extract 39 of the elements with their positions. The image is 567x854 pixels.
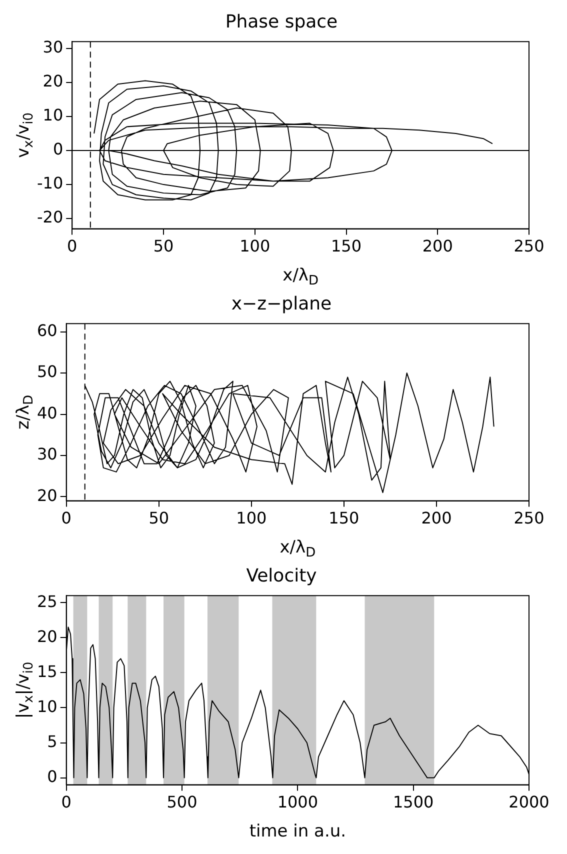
chart-title: x−z−plane: [231, 293, 332, 314]
y-tick-label: 15: [37, 662, 58, 681]
x-tick-label: 100: [236, 508, 267, 528]
x-tick-label: 50: [153, 236, 174, 256]
x-tick-label: 250: [514, 236, 544, 256]
x-tick-label: 100: [240, 236, 270, 256]
x-tick-label: 150: [330, 236, 362, 256]
x-tick-label: 500: [166, 792, 198, 812]
x-axis-title: time in a.u.: [249, 821, 346, 842]
y-tick-label: 20: [42, 72, 64, 91]
y-tick-label: 30: [42, 38, 64, 57]
y-tick-label: 5: [47, 732, 58, 751]
y-tick-label: 20: [37, 626, 58, 646]
x-tick-label: 50: [148, 508, 170, 528]
y-tick-label: 40: [37, 403, 58, 422]
x-tick-label: 200: [421, 508, 452, 528]
x-tick-label: 2000: [508, 792, 550, 812]
x-tick-label: 150: [328, 508, 360, 528]
y-tick-label: 20: [37, 486, 58, 505]
x-tick-label: 1000: [277, 792, 318, 812]
y-tick-label: 50: [37, 362, 58, 382]
chart-title: Velocity: [246, 565, 318, 586]
y-tick-label: -10: [36, 174, 64, 193]
y-tick-label: 0: [47, 766, 58, 786]
y-tick-label: 30: [37, 444, 58, 464]
x-tick-label: 250: [514, 508, 544, 528]
y-tick-label: 0: [52, 140, 64, 159]
y-tick-label: 60: [37, 321, 58, 340]
y-axis-title: z/λD: [13, 394, 36, 430]
x-tick-label: 1500: [392, 792, 434, 812]
x-tick-label: 200: [422, 236, 453, 256]
y-axis-title: vx/vi0: [13, 112, 36, 158]
y-tick-label: 10: [42, 106, 64, 125]
y-tick-label: 10: [37, 696, 58, 716]
y-axis-title: |vx|/vi0: [13, 662, 36, 719]
chart-title: Phase space: [225, 11, 338, 32]
y-tick-label: 25: [37, 592, 58, 611]
x-tick-label: 0: [67, 236, 78, 256]
y-tick-label: -20: [36, 208, 64, 227]
